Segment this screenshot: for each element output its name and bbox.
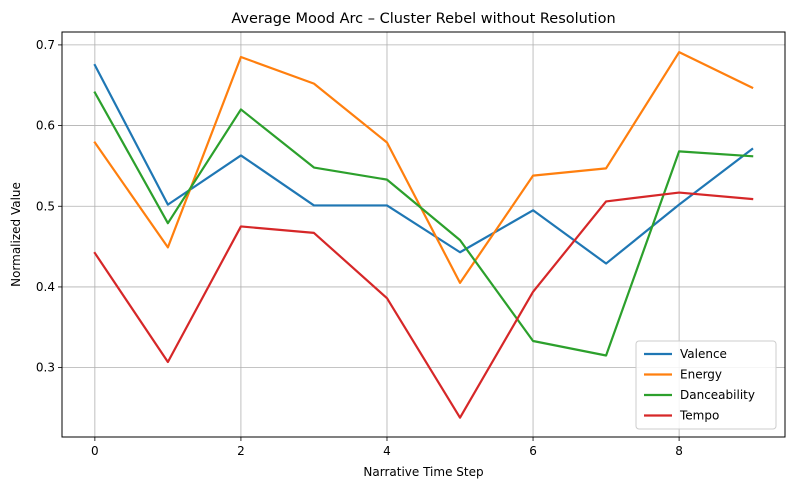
x-tick-label: 6 — [529, 444, 537, 458]
y-axis-title: Normalized Value — [9, 182, 23, 287]
series-line-energy — [93, 51, 754, 285]
plot-frame — [61, 31, 786, 438]
legend-label: Valence — [680, 347, 727, 361]
y-tick-label: 0.3 — [36, 361, 55, 375]
y-tick-label: 0.6 — [36, 119, 55, 133]
legend-label: Energy — [680, 368, 722, 382]
y-tick-label: 0.4 — [36, 280, 55, 294]
chart-title: Average Mood Arc – Cluster Rebel without… — [231, 11, 615, 27]
series-lines — [93, 51, 754, 419]
series-line-tempo — [93, 191, 754, 419]
legend-label: Tempo — [679, 409, 719, 423]
y-tick-label: 0.5 — [36, 199, 55, 213]
x-tick-label: 4 — [383, 444, 391, 458]
legend: Valence Energy Danceability Tempo — [635, 340, 777, 430]
y-tick-label: 0.7 — [36, 38, 55, 52]
x-tick-label: 0 — [91, 444, 99, 458]
series-line-danceability — [93, 91, 754, 357]
series-line-valence — [93, 63, 754, 265]
axis-ticks: 0 2 4 6 8 0.3 0.4 0.5 0.6 0.7 — [36, 38, 683, 458]
x-axis-title: Narrative Time Step — [363, 465, 483, 479]
legend-label: Danceability — [680, 388, 755, 402]
legend-box — [635, 340, 777, 430]
x-tick-label: 8 — [675, 444, 683, 458]
x-tick-label: 2 — [237, 444, 245, 458]
